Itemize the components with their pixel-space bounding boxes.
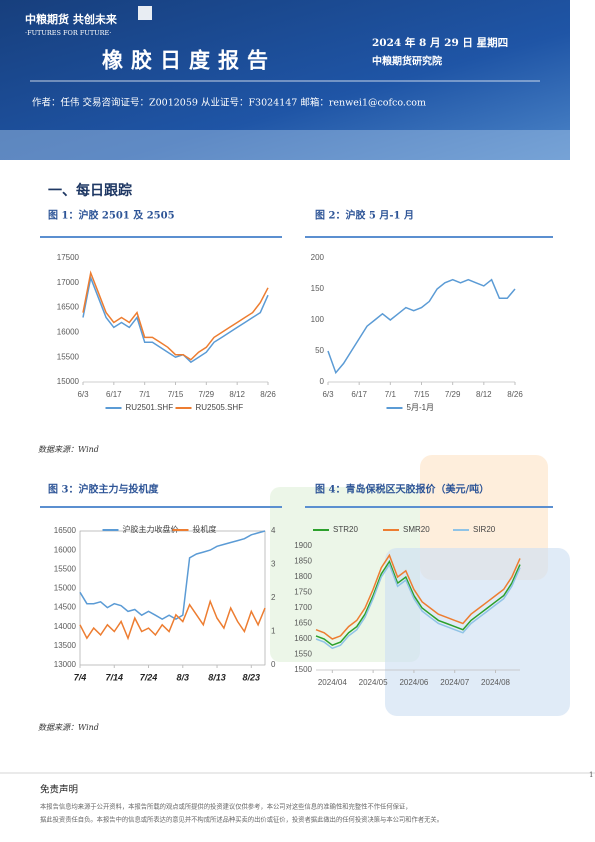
logo-mark: [138, 6, 152, 20]
source-note: 数据来源：Wind: [38, 723, 99, 732]
figure-title: 图 2：沪胶 5 月-1 月: [315, 209, 414, 222]
y-tick-label: 1650: [294, 619, 312, 628]
y2-tick-label: 0: [271, 660, 276, 669]
decor-green: [270, 487, 420, 662]
y-tick-label: 16000: [54, 545, 77, 554]
y2-tick-label: 4: [271, 526, 276, 535]
header-shade: [0, 130, 570, 160]
page-number: 1: [589, 771, 593, 779]
x-tick-label: 8/12: [229, 390, 245, 399]
slogan: ·FUTURES FOR FUTURE·: [25, 29, 111, 37]
y-tick-label: 1700: [294, 603, 312, 612]
x-tick-label: 8/12: [476, 390, 492, 399]
source-note: 数据来源：Wind: [38, 445, 99, 454]
y-tick-label: 16000: [57, 328, 80, 337]
disclaimer-text: 据此投资责任自负。本报告中的信息或所表达的意见并不构成所述品种买卖的出价或征价，…: [40, 815, 443, 824]
x-tick-label: 6/3: [322, 390, 334, 399]
y-tick-label: 150: [311, 284, 325, 293]
y-tick-label: 13000: [54, 660, 77, 669]
y-tick-label: 16500: [54, 526, 77, 535]
x-tick-label: 6/17: [351, 390, 367, 399]
y-tick-label: 1850: [294, 557, 312, 566]
x-tick-label: 7/15: [168, 390, 184, 399]
y-tick-label: 13500: [54, 641, 77, 650]
y2-tick-label: 1: [271, 627, 276, 636]
brand: 中粮期货 共创未来: [25, 12, 118, 26]
report-title: 橡胶日度报告: [102, 48, 276, 73]
org: 中粮期货研究院: [372, 55, 442, 68]
x-tick-label: 7/14: [105, 672, 123, 682]
y-tick-label: 200: [311, 253, 325, 262]
figure-title: 图 1：沪胶 2501 及 2505: [48, 209, 175, 222]
y2-tick-label: 3: [271, 560, 276, 569]
x-tick-label: 2024/05: [359, 678, 388, 687]
legend-label: SMR20: [403, 525, 430, 534]
x-tick-label: 2024/06: [399, 678, 428, 687]
y-tick-label: 15000: [54, 584, 77, 593]
x-tick-label: 6/17: [106, 390, 122, 399]
series-line: [79, 530, 266, 620]
report-date: 2024 年 8 月 29 日 星期四: [372, 36, 508, 49]
series-line: [315, 562, 521, 650]
legend-label: 沪胶主力收盘价: [123, 524, 179, 534]
x-tick-label: 7/1: [385, 390, 397, 399]
x-tick-label: 8/13: [208, 672, 226, 682]
x-tick-label: 8/23: [243, 672, 261, 682]
legend-label: 投机度: [193, 524, 217, 534]
x-tick-label: 7/24: [140, 672, 158, 682]
x-tick-label: 7/29: [445, 390, 461, 399]
x-tick-label: 2024/07: [440, 678, 469, 687]
y-tick-label: 100: [311, 315, 325, 324]
section-heading: 一、每日跟踪: [48, 182, 132, 199]
y-tick-label: 1900: [294, 541, 312, 550]
y-tick-label: 15500: [57, 352, 80, 361]
y-tick-label: 0: [320, 377, 325, 386]
series-line: [315, 559, 521, 647]
legend-label: SIR20: [473, 525, 496, 534]
series-line: [82, 275, 269, 364]
y-tick-label: 1500: [294, 665, 312, 674]
y2-tick-label: 2: [271, 593, 276, 602]
x-tick-label: 8/26: [507, 390, 523, 399]
disclaimer-title: 免责声明: [40, 784, 78, 796]
y-tick-label: 17000: [57, 278, 80, 287]
y-tick-label: 1550: [294, 650, 312, 659]
y-tick-label: 14500: [54, 603, 77, 612]
x-tick-label: 7/29: [199, 390, 215, 399]
legend-label: RU2505.SHF: [196, 403, 244, 412]
x-tick-label: 2024/08: [481, 678, 510, 687]
y-tick-label: 1800: [294, 572, 312, 581]
y-tick-label: 16500: [57, 303, 80, 312]
plot-frame: [79, 530, 266, 666]
author: 作者：任伟 交易咨询证号：Z0012059 从业证号：F3024147 邮箱：r…: [32, 97, 426, 109]
y-tick-label: 14000: [54, 622, 77, 631]
x-tick-label: 6/3: [77, 390, 89, 399]
disclaimer-text: 本报告信息均来源于公开资料，本报告所载的观点或所提供的投资建议仅供参考，本公司对…: [40, 802, 412, 811]
series-line: [79, 599, 266, 641]
series-line: [82, 270, 269, 361]
legend-label: 5月-1月: [407, 403, 435, 412]
y-tick-label: 17500: [57, 253, 80, 262]
y-tick-label: 1750: [294, 588, 312, 597]
figure-title: 图 4：青岛保税区天胶报价（美元/吨）: [315, 483, 489, 496]
x-tick-label: 7/1: [139, 390, 151, 399]
y-tick-label: 15500: [54, 564, 77, 573]
series-line: [327, 278, 516, 375]
y-tick-label: 15000: [57, 377, 80, 386]
x-tick-label: 8/26: [260, 390, 276, 399]
y-tick-label: 50: [315, 346, 324, 355]
legend-label: RU2501.SHF: [126, 403, 174, 412]
x-tick-label: 8/3: [177, 672, 190, 682]
y-tick-label: 1600: [294, 634, 312, 643]
x-tick-label: 2024/04: [318, 678, 347, 687]
x-tick-label: 7/4: [74, 672, 87, 682]
figure-title: 图 3：沪胶主力与投机度: [48, 483, 159, 496]
legend-label: STR20: [333, 525, 358, 534]
decor-blue: [385, 548, 570, 716]
x-tick-label: 7/15: [414, 390, 430, 399]
series-line: [315, 553, 521, 640]
